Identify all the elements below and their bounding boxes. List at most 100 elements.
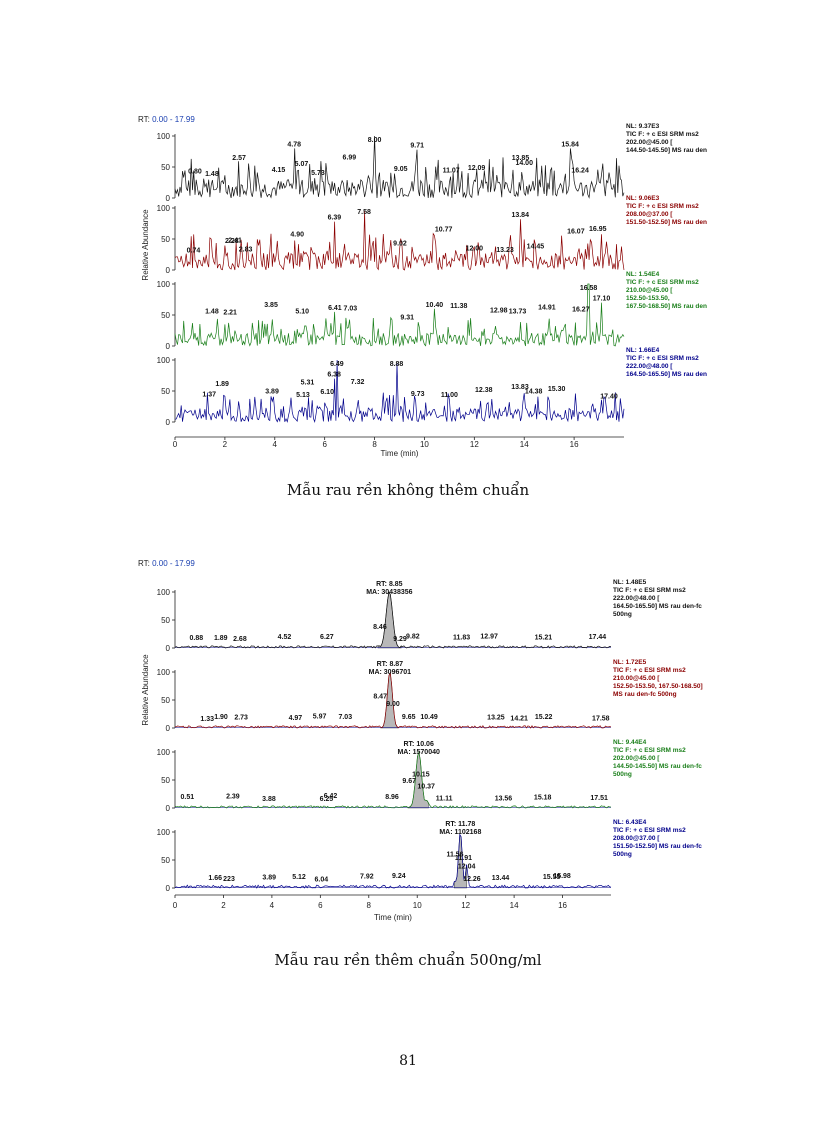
peak-label: 13.23	[496, 247, 514, 254]
peak-label: 4.90	[290, 231, 304, 238]
scan-info-line: MS rau den-fc 500ng	[613, 691, 677, 698]
scan-info-line: TIC F: + c ESI SRM ms2	[613, 587, 686, 594]
peak-label: 8.47	[373, 693, 387, 700]
peak-label: 2.68	[233, 636, 247, 643]
y-tick-label: 50	[161, 696, 170, 705]
peak-label: 11.91	[455, 855, 472, 862]
peak-label: 6.27	[320, 634, 334, 641]
ma-annotation: MA: 1570040	[397, 749, 440, 756]
x-tick-label: 2	[223, 440, 228, 449]
scan-info-line: TIC F: + c ESI SRM ms2	[626, 355, 699, 362]
peak-label: 9.82	[406, 633, 420, 640]
scan-info-line: TIC F: + c ESI SRM ms2	[613, 667, 686, 674]
peak-label: 16.07	[567, 229, 585, 236]
peak-label: 7.92	[360, 874, 374, 881]
peak-label: 1.89	[214, 635, 228, 642]
peak-label: 9.31	[400, 315, 414, 322]
x-tick-label: 12	[470, 440, 479, 449]
y-tick-label: 50	[161, 235, 170, 244]
trace-line-trace3	[174, 750, 612, 809]
peak-label: 11.07	[443, 167, 460, 174]
scan-info-line: TIC F: + c ESI SRM ms2	[613, 827, 686, 834]
panel-3: 0 50 100 1.48 2.21 3.85 5.10 6.41 7.03 9.31 10.40 1…	[157, 271, 707, 351]
nl-value: NL: 9.37E3	[626, 123, 660, 130]
title-range: 0.00 - 17.99	[150, 115, 195, 124]
ma-annotation: MA: 1102168	[439, 829, 481, 836]
peak-label: 3.89	[265, 389, 279, 396]
scan-info-line: 167.50-168.50] MS rau den	[626, 303, 707, 310]
panel-1: 0 50 100 0.88 1.89 2.68 4.52 6.27 8.46 9.29 9.82 11…	[157, 579, 703, 653]
peak-label: 4.15	[272, 167, 286, 174]
peak-label: 10.49	[420, 714, 438, 721]
caption-top: Mẫu rau rền không thêm chuẩn	[286, 481, 530, 499]
peak-label: 9.05	[394, 166, 408, 173]
panel-4: 0 50 100 1.37 1.89 3.89 5.13 5.31 6.10 6.38 6.49 7.…	[157, 347, 707, 427]
ma-annotation: MA: 30438356	[366, 589, 412, 596]
scan-info-line: 144.50-145.50] MS rau den-fc	[613, 763, 702, 770]
nl-value: NL: 9.06E3	[626, 195, 660, 202]
peak-label: 13.44	[492, 875, 510, 882]
peak-label: 15.22	[535, 714, 553, 721]
page-number: 81	[399, 1053, 417, 1069]
peak-label: 2.21	[223, 310, 237, 317]
scan-info-line: 151.50-152.50] MS rau den	[626, 219, 707, 226]
trace-line-trace2	[174, 211, 625, 271]
scan-info-line: 144.50-145.50] MS rau den	[626, 147, 707, 154]
x-tick-label: 4	[270, 901, 275, 910]
peak-label: 3.88	[262, 796, 276, 803]
scan-info-line: TIC F: + c ESI SRM ms2	[626, 279, 699, 286]
peak-label: 0.74	[187, 247, 201, 254]
y-tick-label: 100	[157, 280, 171, 289]
peak-label: 1.66	[208, 875, 222, 882]
x-tick-label: 8	[372, 440, 377, 449]
trace-line-trace2	[174, 671, 612, 729]
scan-info-line: 152.50-153.50, 167.50-168.50]	[613, 683, 703, 690]
x-tick-label: 8	[367, 901, 372, 910]
scan-info-line: 222.00@48.00 [	[613, 595, 660, 602]
peak-label: 13.56	[495, 796, 513, 803]
peak-label: 11.00	[441, 392, 458, 399]
rt-annotation: RT: 10.06	[403, 741, 433, 748]
peak-label: 3.89	[262, 874, 276, 881]
peak-label: 6.49	[330, 361, 344, 368]
y-tick-label: 50	[161, 616, 170, 625]
y-tick-label: 50	[161, 387, 170, 396]
peak-label: 16.24	[571, 168, 589, 175]
peak-label: 2.73	[234, 714, 248, 721]
peak-label: 2.41	[228, 238, 242, 245]
peak-label: 4.52	[278, 634, 292, 641]
trace-line-trace1	[174, 591, 612, 649]
peak-label: 5.07	[295, 161, 309, 168]
y-tick-label: 100	[157, 356, 171, 365]
peak-label: 6.39	[328, 215, 342, 222]
scan-info-line: 500ng	[613, 851, 632, 858]
peak-label: 1.37	[202, 392, 216, 399]
peak-label: 6.42	[324, 793, 338, 800]
peak-label: 7.32	[351, 379, 365, 386]
peak-label: 0.51	[181, 794, 195, 801]
peak-label: 5.73	[311, 170, 325, 177]
chart-title: RT: 0.00 - 17.99	[138, 115, 195, 124]
peak-label: 9.67	[402, 778, 416, 785]
peak-label: 6.99	[343, 155, 357, 162]
x-tick-label: 2	[221, 901, 226, 910]
y-tick-label: 0	[166, 884, 171, 893]
x-tick-label: 16	[570, 440, 579, 449]
peak-label: 223	[223, 876, 235, 883]
y-axis-label: Relative Abundance	[141, 209, 150, 281]
scan-info-line: 500ng	[613, 771, 632, 778]
peak-label: 13.83	[511, 384, 529, 391]
nl-value: NL: 6.43E4	[613, 819, 647, 826]
panel-2: 0 50 100 0.74 2.282.41 2.83 4.90 6.39 7.58 9.02 10…	[157, 195, 707, 275]
x-tick-label: 6	[318, 901, 323, 910]
y-tick-label: 0	[166, 644, 171, 653]
peak-label: 10.77	[435, 227, 453, 234]
caption-bottom: Mẫu rau rền thêm chuẩn 500ng/ml	[274, 951, 542, 969]
peak-label: 1.48	[205, 171, 219, 178]
x-axis-label: Time (min)	[374, 913, 412, 922]
peak-label: 10.37	[417, 783, 435, 790]
y-tick-label: 100	[157, 132, 171, 141]
peak-label: 7.03	[344, 305, 358, 312]
